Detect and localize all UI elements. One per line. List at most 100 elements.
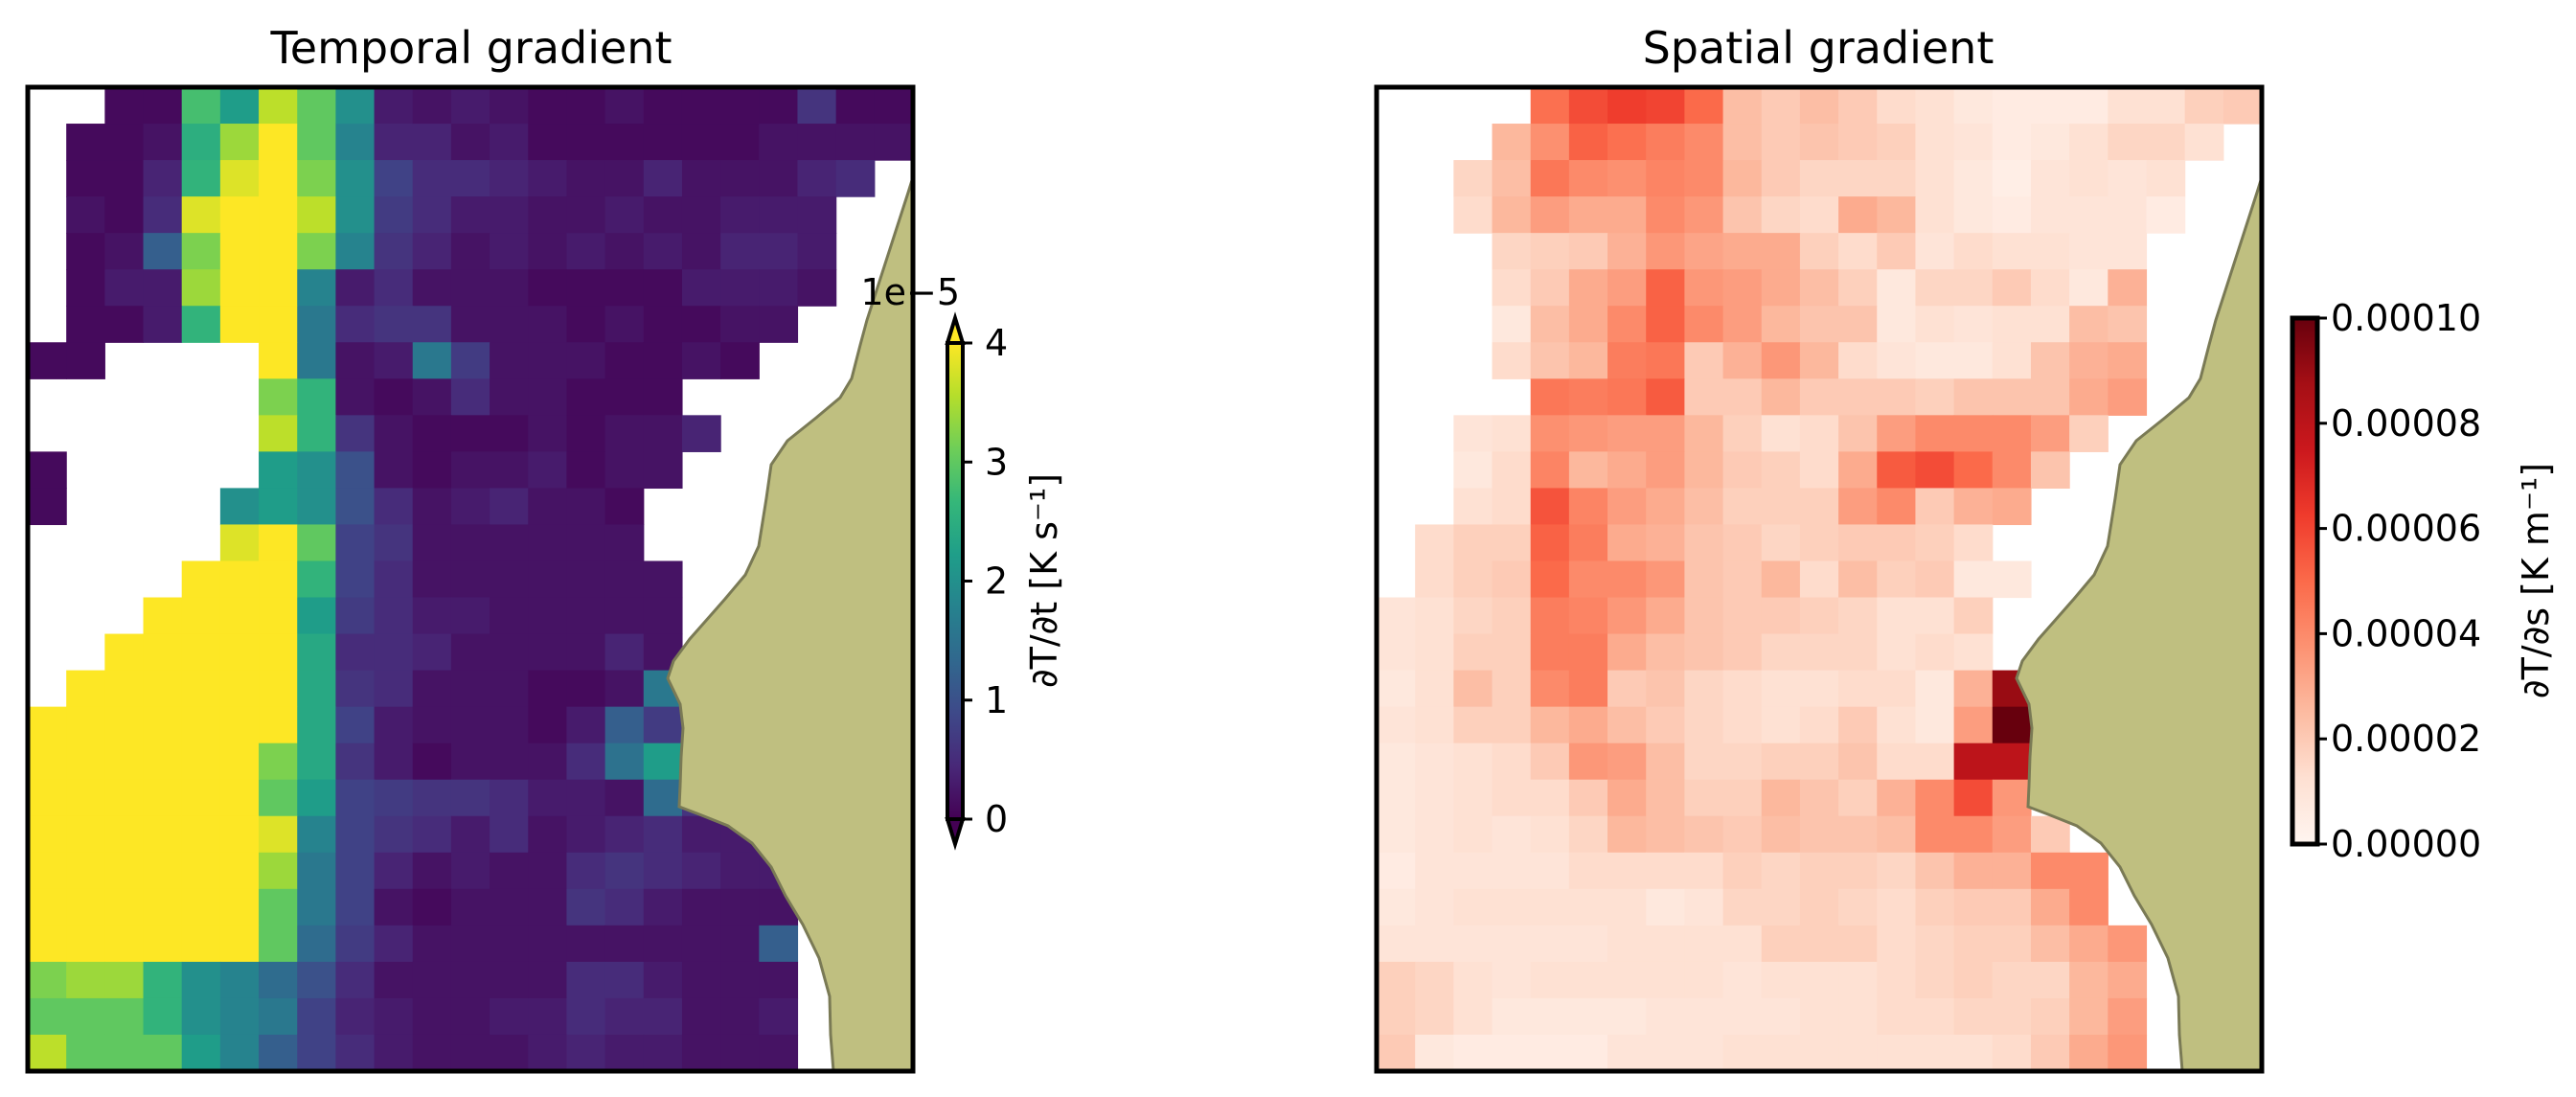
temporal-cell (219, 888, 260, 926)
spatial-cell (1530, 706, 1570, 744)
spatial-cell (1530, 488, 1570, 526)
spatial-cell (2069, 160, 2109, 197)
spatial-cell (2184, 124, 2224, 161)
spatial-cell (1530, 124, 1570, 161)
spatial-cell (1568, 378, 1608, 416)
spatial-cell (1799, 815, 1839, 854)
temporal-cell (297, 306, 336, 343)
temporal-cell (566, 378, 606, 416)
temporal-cell (412, 925, 452, 963)
temporal-cell (720, 269, 760, 307)
temporal-cell (643, 1034, 683, 1072)
temporal-cell (528, 306, 568, 343)
spatial-cell (2030, 124, 2070, 161)
spatial-cell (2069, 925, 2109, 963)
temporal-cell (297, 378, 336, 416)
temporal-cell (335, 196, 376, 234)
temporal-cell (681, 87, 721, 125)
temporal-cell (412, 815, 452, 854)
spatial-colorbar-tick-label: 0.00008 (2331, 402, 2481, 445)
temporal-cell (219, 233, 260, 270)
temporal-cell (335, 852, 376, 890)
temporal-cell (528, 488, 568, 526)
spatial-cell (1799, 997, 1839, 1036)
temporal-cell (643, 233, 683, 270)
spatial-cell (1607, 87, 1647, 125)
temporal-cell (412, 560, 452, 599)
temporal-cell (259, 888, 298, 926)
spatial-cell (1607, 306, 1647, 343)
temporal-cell (335, 1034, 376, 1072)
temporal-cell (335, 160, 376, 197)
spatial-cell (1761, 852, 1801, 890)
spatial-cell (1799, 233, 1839, 270)
temporal-cell (450, 524, 490, 562)
temporal-cell (797, 196, 837, 234)
spatial-cell (1838, 633, 1878, 672)
temporal-cell (374, 124, 414, 161)
spatial-cell (1377, 815, 1416, 854)
temporal-cell (412, 306, 452, 343)
spatial-cell (1722, 415, 1763, 452)
spatial-cell (1915, 961, 1955, 999)
temporal-cell (104, 196, 145, 234)
temporal-cell (219, 524, 260, 562)
temporal-cell (450, 124, 490, 161)
spatial-cell (1838, 888, 1878, 926)
temporal-cell (28, 925, 67, 963)
temporal-cell (259, 233, 298, 270)
spatial-cell (1953, 269, 1994, 307)
temporal-cell (412, 1034, 452, 1072)
spatial-cell (1646, 670, 1685, 708)
temporal-cell (259, 997, 298, 1036)
spatial-cell (1453, 815, 1493, 854)
spatial-cell (1838, 560, 1878, 599)
spatial-cell (1722, 633, 1763, 672)
temporal-cell (374, 196, 414, 234)
spatial-cell (1992, 779, 2032, 817)
spatial-cell (1684, 852, 1724, 890)
temporal-cell (335, 743, 376, 781)
temporal-cell (450, 87, 490, 125)
temporal-cell (681, 997, 721, 1036)
temporal-cell (450, 488, 490, 526)
spatial-cell (1953, 815, 1994, 854)
temporal-cell (604, 306, 645, 343)
spatial-cell (2108, 306, 2148, 343)
temporal-cell (143, 269, 183, 307)
temporal-panel: Temporal gradient (25, 22, 916, 1074)
temporal-cell (28, 852, 67, 890)
spatial-cell (1953, 124, 1994, 161)
spatial-cell (2030, 306, 2070, 343)
temporal-cell (528, 1034, 568, 1072)
temporal-cell (720, 1034, 760, 1072)
spatial-cell (1492, 124, 1532, 161)
temporal-cell (566, 451, 606, 490)
spatial-cell (2030, 1034, 2070, 1072)
temporal-cell (66, 888, 105, 926)
temporal-cell (604, 524, 645, 562)
spatial-cell (1684, 233, 1724, 270)
temporal-cell (297, 779, 336, 817)
temporal-cell (681, 852, 721, 890)
spatial-cell (1799, 196, 1839, 234)
spatial-cell (1415, 524, 1454, 562)
spatial-cell (1722, 269, 1763, 307)
spatial-cell (1453, 1034, 1493, 1072)
temporal-cell (335, 87, 376, 125)
spatial-cell (1761, 997, 1801, 1036)
temporal-cell (181, 852, 221, 890)
temporal-cell (604, 597, 645, 635)
temporal-cell (681, 233, 721, 270)
temporal-cell (143, 196, 183, 234)
spatial-cell (1877, 997, 1917, 1036)
spatial-cell (1877, 160, 1917, 197)
spatial-cell (1492, 743, 1532, 781)
temporal-cell (66, 815, 105, 854)
temporal-cell (412, 961, 452, 999)
spatial-cell (1530, 961, 1570, 999)
spatial-cell (2030, 961, 2070, 999)
temporal-cell (181, 269, 221, 307)
spatial-cell (1568, 342, 1608, 379)
spatial-cell (1877, 670, 1917, 708)
